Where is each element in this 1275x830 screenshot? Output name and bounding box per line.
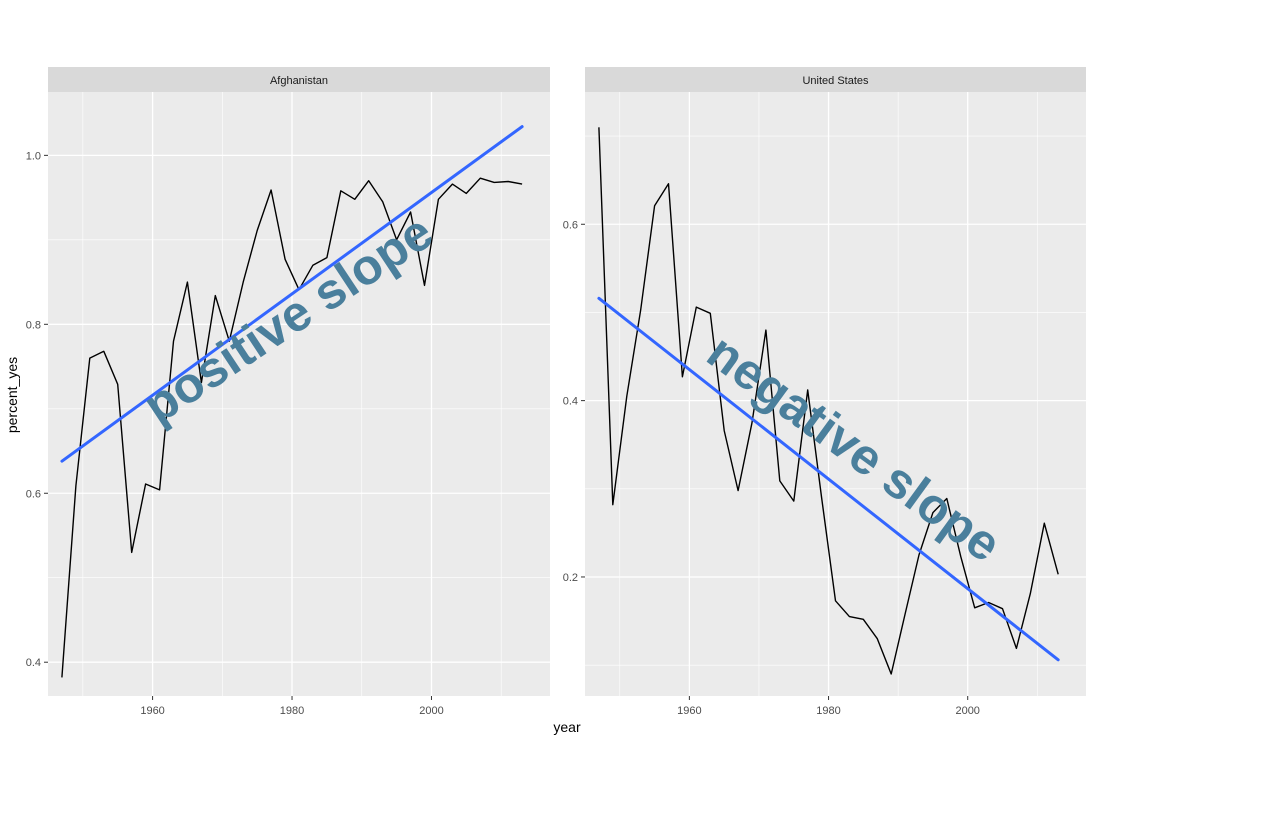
series-line bbox=[61, 177, 523, 678]
y-tick-label: 0.6 bbox=[563, 219, 578, 231]
series-line bbox=[598, 127, 1059, 675]
trend-line bbox=[60, 125, 524, 463]
panel-background bbox=[48, 92, 550, 696]
y-tick-label: 0.4 bbox=[26, 657, 41, 669]
facet-strip-label: Afghanistan bbox=[270, 75, 328, 87]
trend-line bbox=[597, 296, 1060, 662]
y-axis-title: percent_yes bbox=[4, 357, 20, 433]
x-tick-label: 2000 bbox=[955, 705, 979, 717]
panel-background bbox=[585, 92, 1086, 696]
x-tick-label: 2000 bbox=[419, 705, 443, 717]
facet-strip bbox=[48, 67, 550, 92]
x-axis-title: year bbox=[553, 719, 581, 735]
y-tick-label: 0.6 bbox=[26, 488, 41, 500]
x-tick-label: 1960 bbox=[140, 705, 164, 717]
y-tick-label: 0.4 bbox=[563, 396, 578, 408]
facet-strip bbox=[585, 67, 1086, 92]
x-tick-label: 1980 bbox=[816, 705, 840, 717]
x-tick-label: 1960 bbox=[677, 705, 701, 717]
y-tick-label: 0.8 bbox=[26, 319, 41, 331]
y-tick-label: 1.0 bbox=[26, 150, 41, 162]
facet-strip-label: United States bbox=[802, 75, 869, 87]
y-tick-label: 0.2 bbox=[563, 572, 578, 584]
x-tick-label: 1980 bbox=[280, 705, 304, 717]
